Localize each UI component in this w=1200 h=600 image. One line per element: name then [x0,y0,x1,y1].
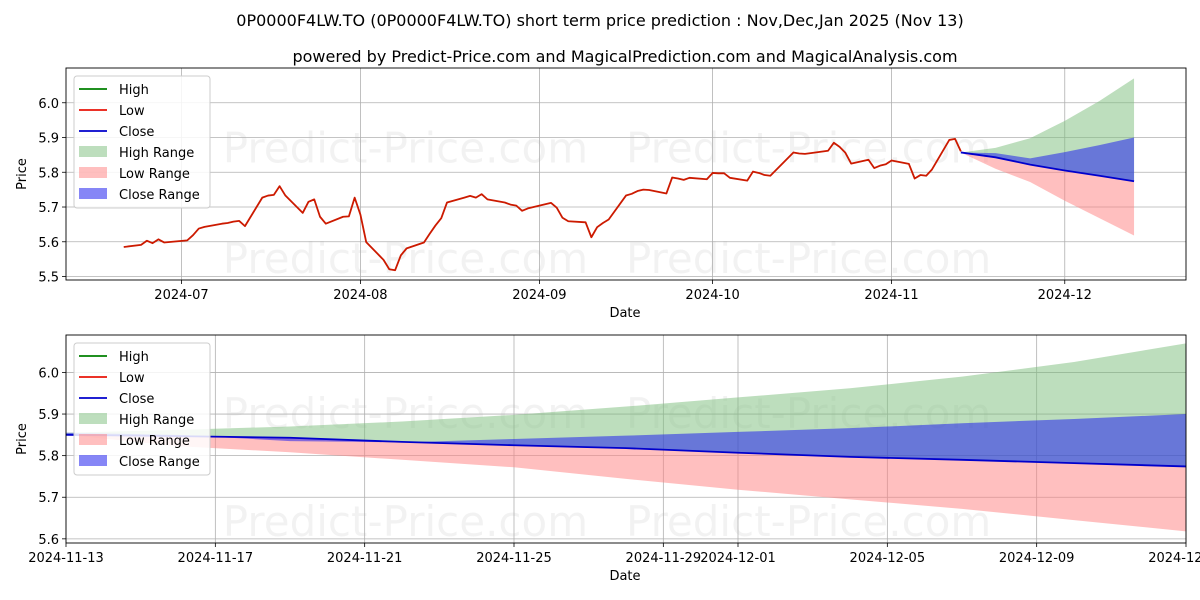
y-tick-label: 6.0 [38,97,59,112]
legend-box [73,342,211,476]
legend-label: Close [119,125,154,140]
legend-swatch-patch [79,167,107,178]
legend-label: High Range [119,413,194,428]
legend-label: High [119,83,149,98]
x-tick-label: 2024-11-29 [626,551,702,566]
forecast-close-line [960,151,1135,183]
watermark-text: Predict-Price.com [626,124,991,173]
legend-label: High [119,350,149,365]
low-range-band [960,152,1135,236]
x-tick-label: 2024-12 [1038,288,1092,303]
y-tick-label: 5.7 [38,201,59,216]
x-tick-label: 2024-08 [333,288,387,303]
x-tick-label: 2024-09 [512,288,566,303]
legend-label: Low Range [119,167,190,182]
x-tick-label: 2024-11 [864,288,918,303]
y-tick-label: 5.9 [38,132,59,147]
x-axis-label: Date [609,569,640,584]
close-range-band [960,137,1135,182]
y-tick-label: 6.0 [38,366,59,381]
y-tick-label: 5.8 [38,450,59,465]
x-tick-label: 2024-12-09 [999,551,1075,566]
x-tick-label: 2024-11-21 [327,551,403,566]
watermark-text: Predict-Price.com [223,497,588,546]
legend-label: Close Range [119,188,200,203]
history-and-forecast-panel: Predict-Price.com Predict-Price.com Predic… [15,67,1187,321]
x-tick-label: 2024-12-13 [1148,551,1200,566]
x-tick-label: 2024-12-01 [700,551,776,566]
y-tick-label: 5.5 [38,271,59,286]
y-tick-label: 5.6 [38,236,59,251]
x-tick-label: 2024-11-13 [28,551,104,566]
y-axis-label: Price [15,423,30,455]
legend-swatch-patch [79,413,107,424]
legend-swatch-patch [79,146,107,157]
legend-swatch-patch [79,434,107,445]
history-price-line [123,137,962,272]
legend-label: Close [119,392,154,407]
legend-label: Low [119,371,145,386]
y-axis-label: Price [15,158,30,190]
x-tick-label: 2024-11-17 [178,551,254,566]
legend-swatch-patch [79,455,107,466]
legend-label: Close Range [119,455,200,470]
chart-title: 0P0000F4LW.TO (0P0000F4LW.TO) short term… [236,11,963,30]
x-axis-label: Date [609,306,640,321]
legend-swatch-patch [79,188,107,199]
chart-subtitle: powered by Predict-Price.com and Magical… [292,47,957,66]
legend-label: Low Range [119,434,190,449]
watermark-text: Predict-Price.com [626,234,991,283]
x-tick-label: 2024-10 [685,288,739,303]
y-tick-label: 5.6 [38,533,59,548]
x-tick-label: 2024-11-25 [476,551,552,566]
watermark-text: Predict-Price.com [223,234,588,283]
legend-label: High Range [119,146,194,161]
forecast-close-line [65,433,1187,468]
legend-label: Low [119,104,145,119]
plot-frame [65,67,1187,281]
x-tick-label: 2024-07 [154,288,208,303]
watermark-text: Predict-Price.com [223,124,588,173]
x-tick-label: 2024-12-05 [850,551,926,566]
plot-frame [65,334,1187,544]
y-tick-label: 5.9 [38,408,59,423]
close-range-band [66,414,1186,467]
y-tick-label: 5.7 [38,491,59,506]
y-tick-label: 5.8 [38,166,59,181]
legend-box [73,75,211,209]
